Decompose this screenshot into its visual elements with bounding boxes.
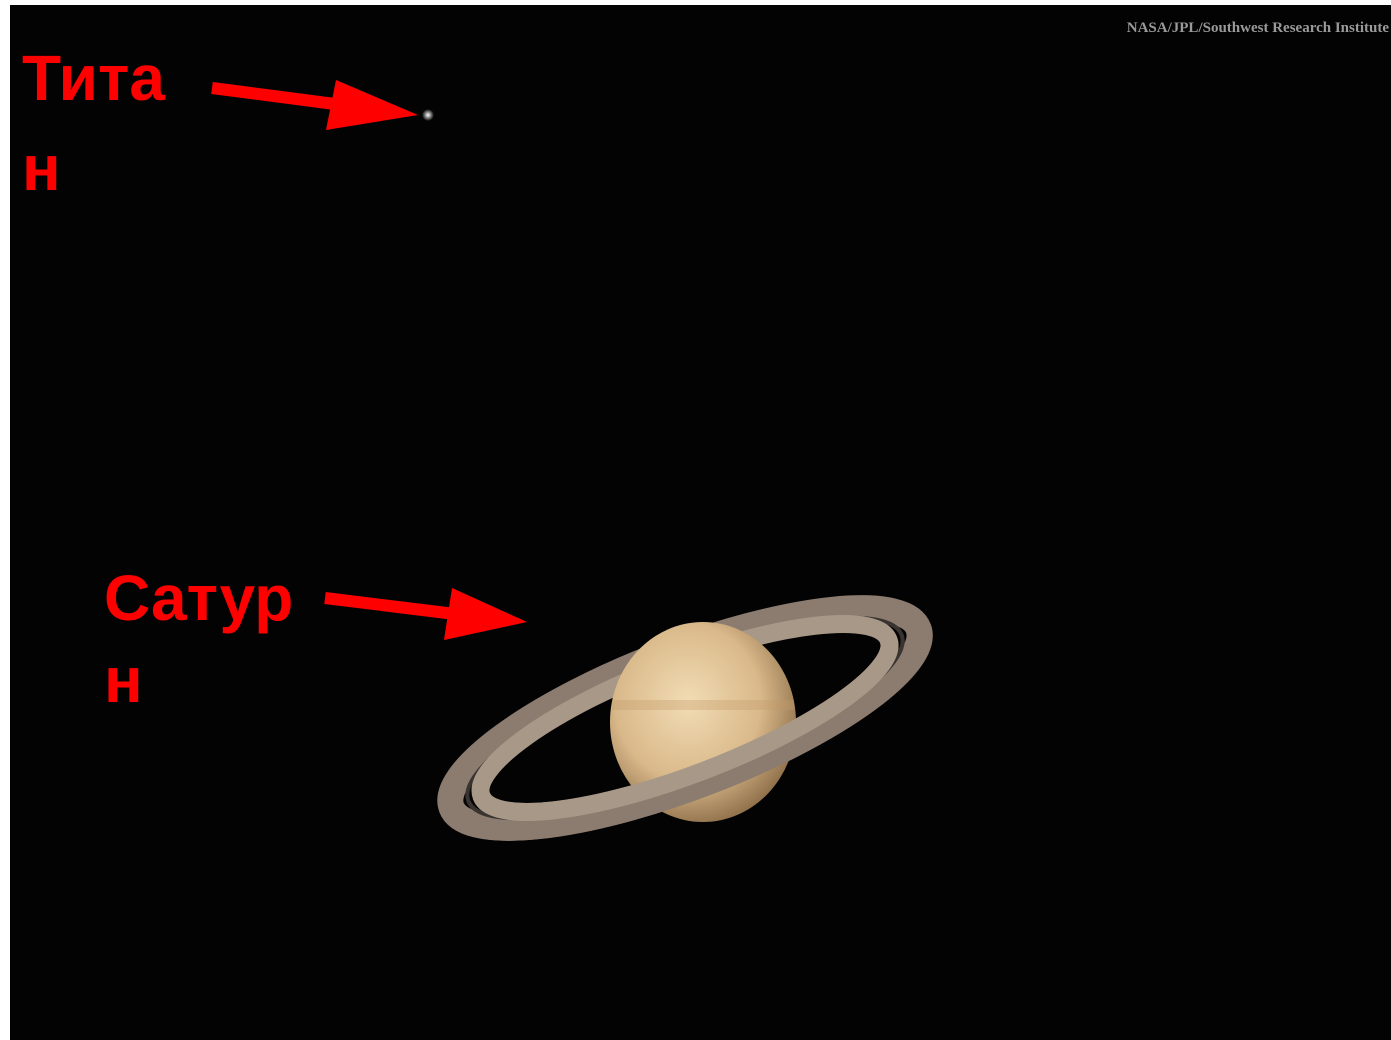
- band: [612, 700, 794, 710]
- saturn-label: н: [104, 644, 143, 716]
- titan-arrowhead: [326, 80, 418, 130]
- credit: NASA/JPL/Southwest Research Institute: [1127, 20, 1390, 36]
- saturn-arrow: [324, 592, 456, 620]
- arrows: [211, 80, 527, 640]
- titan-label: н: [22, 132, 61, 204]
- titan-label: Тита: [22, 42, 165, 114]
- sky: [10, 5, 1391, 1040]
- saturn-arrowhead: [444, 588, 527, 640]
- titan: [422, 109, 434, 121]
- titan-arrow: [211, 82, 351, 112]
- saturn-label: Сатур: [104, 562, 293, 634]
